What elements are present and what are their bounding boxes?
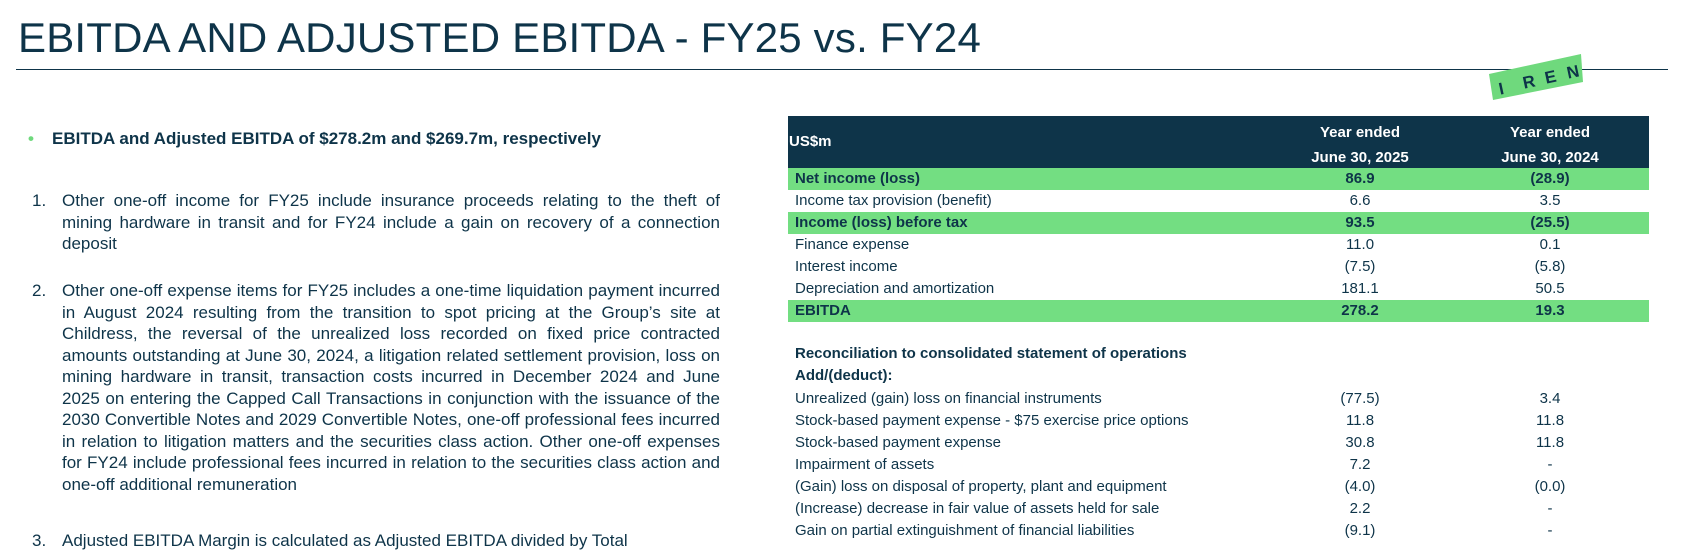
value-fy25: 86.9 — [1345, 170, 1375, 187]
value-fy24: 11.8 — [1535, 412, 1565, 429]
table-row: Depreciation and amortization 181.1 50.5 — [788, 278, 1649, 300]
footnote-2: 2. Other one-off expense items for FY25 … — [32, 280, 720, 495]
unit-header: US$m — [789, 133, 832, 150]
table-header: US$m Year ended June 30, 2025 Year ended… — [788, 116, 1649, 168]
footnote-number: 3. — [32, 531, 47, 550]
value-fy25: 278.2 — [1341, 302, 1379, 319]
value-fy25: (7.5) — [1344, 258, 1376, 275]
table-row: (Gain) loss on disposal of property, pla… — [788, 476, 1649, 498]
col-header-fy24: Year ended June 30, 2024 — [1460, 120, 1640, 170]
table-row: (Increase) decrease in fair value of ass… — [788, 498, 1649, 520]
value-fy25: 11.0 — [1345, 236, 1375, 253]
reconciliation-title: Reconciliation to consolidated statement… — [795, 345, 1187, 362]
value-fy25: (4.0) — [1344, 478, 1376, 495]
value-fy24: 11.8 — [1535, 434, 1565, 451]
value-fy25: 11.8 — [1345, 412, 1375, 429]
value-fy24: - — [1547, 456, 1553, 473]
footnote-1: 1. Other one-off income for FY25 include… — [32, 190, 720, 255]
table-row: Interest income (7.5) (5.8) — [788, 256, 1649, 278]
table-row: Income (loss) before tax 93.5 (25.5) — [788, 212, 1649, 234]
value-fy25: 30.8 — [1345, 434, 1375, 451]
row-label: Interest income — [795, 258, 898, 275]
page-title: EBITDA AND ADJUSTED EBITDA - FY25 vs. FY… — [18, 14, 981, 61]
row-label: Gain on partial extinguishment of financ… — [795, 522, 1135, 539]
value-fy24: - — [1547, 500, 1553, 517]
row-label: Stock-based payment expense — [795, 434, 1001, 451]
footnote-number: 1. — [32, 191, 47, 210]
table-row: Impairment of assets 7.2 - — [788, 454, 1649, 476]
table-row: Unrealized (gain) loss on financial inst… — [788, 388, 1649, 410]
row-label: Unrealized (gain) loss on financial inst… — [795, 390, 1102, 407]
table-row: Net income (loss) 86.9 (28.9) — [788, 168, 1649, 190]
footnote-text: Other one-off expense items for FY25 inc… — [62, 281, 720, 494]
col-header-line: Year ended — [1319, 124, 1401, 141]
footnote-3: 3. Adjusted EBITDA Margin is calculated … — [32, 530, 720, 552]
row-label: EBITDA — [795, 302, 851, 319]
col-header-line: June 30, 2024 — [1501, 149, 1599, 166]
value-fy24: (25.5) — [1530, 214, 1570, 231]
row-label: Impairment of assets — [795, 456, 935, 473]
value-fy25: 2.2 — [1349, 500, 1371, 517]
value-fy25: (77.5) — [1340, 390, 1380, 407]
value-fy24: 3.4 — [1539, 390, 1561, 407]
table-row: Stock-based payment expense - $75 exerci… — [788, 410, 1649, 432]
value-fy24: 50.5 — [1535, 280, 1565, 297]
row-label: Income (loss) before tax — [795, 214, 968, 231]
table-row: Finance expense 11.0 0.1 — [788, 234, 1649, 256]
table-row: Gain on partial extinguishment of financ… — [788, 520, 1649, 542]
iren-logo-icon: I R E N — [1489, 54, 1583, 100]
value-fy24: 3.5 — [1539, 192, 1561, 209]
value-fy24: 0.1 — [1539, 236, 1561, 253]
title-divider — [16, 69, 1668, 70]
value-fy24: 19.3 — [1535, 302, 1565, 319]
value-fy24: - — [1547, 522, 1553, 539]
value-fy25: 6.6 — [1349, 192, 1371, 209]
row-label: Depreciation and amortization — [795, 280, 995, 297]
logo-letter-i: I — [1497, 79, 1506, 99]
col-header-line: June 30, 2025 — [1311, 149, 1409, 166]
row-label: Net income (loss) — [795, 170, 921, 187]
row-label: Income tax provision (benefit) — [795, 192, 992, 209]
row-label: Stock-based payment expense - $75 exerci… — [795, 412, 1189, 429]
logo-letter-e: E — [1543, 67, 1558, 88]
row-label: (Increase) decrease in fair value of ass… — [795, 500, 1160, 517]
value-fy25: (9.1) — [1344, 522, 1376, 539]
table-row: Income tax provision (benefit) 6.6 3.5 — [788, 190, 1649, 212]
value-fy25: 93.5 — [1345, 214, 1375, 231]
value-fy24: (5.8) — [1534, 258, 1566, 275]
logo-letter-r: R — [1521, 71, 1537, 92]
logo-letter-n: N — [1565, 61, 1581, 82]
summary-bullet-text: EBITDA and Adjusted EBITDA of $278.2m an… — [52, 129, 601, 148]
footnote-number: 2. — [32, 281, 47, 300]
add-deduct-label: Add/(deduct): — [795, 367, 893, 384]
table-row: EBITDA 278.2 19.3 — [788, 300, 1649, 322]
footnote-text: Adjusted EBITDA Margin is calculated as … — [62, 531, 628, 550]
row-label: Finance expense — [795, 236, 910, 253]
footnote-text: Other one-off income for FY25 include in… — [62, 191, 720, 253]
row-label: (Gain) loss on disposal of property, pla… — [795, 478, 1167, 495]
table-row: Stock-based payment expense 30.8 11.8 — [788, 432, 1649, 454]
value-fy24: (0.0) — [1534, 478, 1566, 495]
value-fy25: 181.1 — [1341, 280, 1379, 297]
value-fy24: (28.9) — [1530, 170, 1570, 187]
value-fy25: 7.2 — [1349, 456, 1371, 473]
col-header-line: Year ended — [1509, 124, 1591, 141]
col-header-fy25: Year ended June 30, 2025 — [1270, 120, 1450, 170]
bullet-dot-icon: • — [28, 129, 34, 148]
